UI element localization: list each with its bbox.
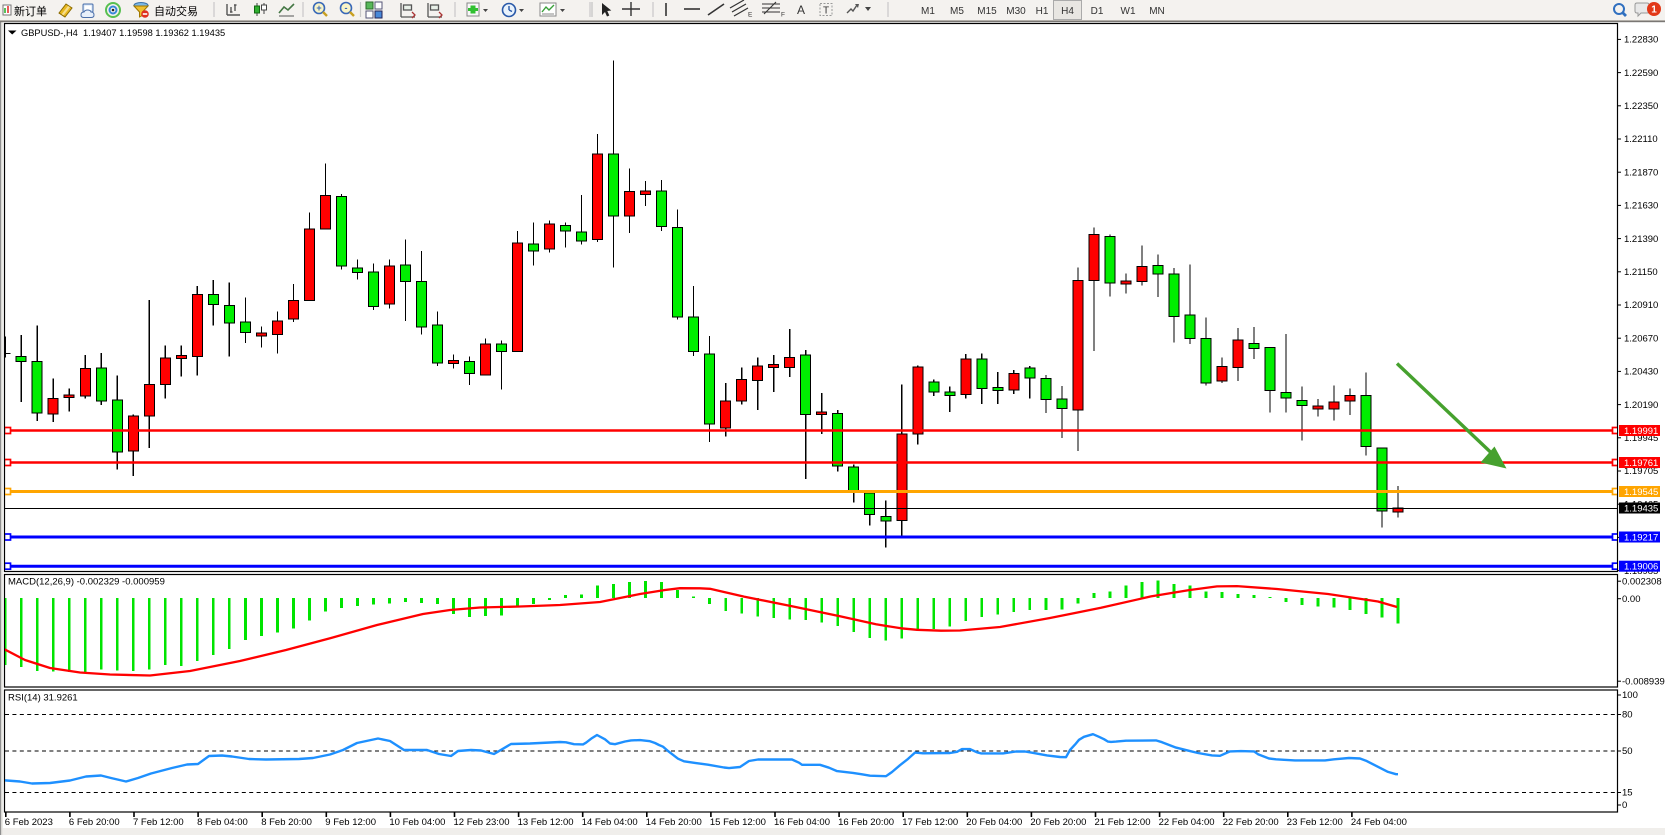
svg-text:1.19945: 1.19945 <box>1624 433 1658 444</box>
svg-text:MN: MN <box>1149 6 1165 17</box>
svg-text:RSI(14) 31.9261: RSI(14) 31.9261 <box>8 693 78 704</box>
svg-text:20 Feb 20:00: 20 Feb 20:00 <box>1030 817 1086 828</box>
svg-text:1.19705: 1.19705 <box>1624 466 1658 477</box>
svg-text:-0.008939: -0.008939 <box>1622 676 1665 687</box>
svg-text:16 Feb 20:00: 16 Feb 20:00 <box>838 817 894 828</box>
svg-text:12 Feb 23:00: 12 Feb 23:00 <box>454 817 510 828</box>
svg-text:0.002308: 0.002308 <box>1622 576 1662 587</box>
svg-text:8 Feb 04:00: 8 Feb 04:00 <box>197 817 248 828</box>
svg-text:1.22830: 1.22830 <box>1624 35 1658 46</box>
svg-text:1.20190: 1.20190 <box>1624 400 1658 411</box>
svg-text:6 Feb 20:00: 6 Feb 20:00 <box>69 817 120 828</box>
svg-text:1.19435: 1.19435 <box>1624 503 1658 514</box>
svg-text:7 Feb 12:00: 7 Feb 12:00 <box>133 817 184 828</box>
svg-text:1.19006: 1.19006 <box>1624 562 1658 573</box>
svg-text:M15: M15 <box>977 6 997 17</box>
svg-text:E: E <box>748 12 753 19</box>
svg-text:13 Feb 12:00: 13 Feb 12:00 <box>518 817 574 828</box>
svg-text:17 Feb 12:00: 17 Feb 12:00 <box>902 817 958 828</box>
svg-text:0: 0 <box>1622 800 1627 811</box>
svg-text:D1: D1 <box>1091 6 1104 17</box>
svg-text:1.20670: 1.20670 <box>1624 333 1658 344</box>
svg-text:-: - <box>345 3 348 13</box>
svg-text:A: A <box>797 3 805 17</box>
svg-text:1.21390: 1.21390 <box>1624 234 1658 245</box>
svg-text:22 Feb 04:00: 22 Feb 04:00 <box>1159 817 1215 828</box>
svg-text:1.21870: 1.21870 <box>1624 167 1658 178</box>
svg-text:T: T <box>823 6 829 17</box>
svg-text:24 Feb 04:00: 24 Feb 04:00 <box>1351 817 1407 828</box>
svg-text:MACD(12,26,9) -0.002329 -0.000: MACD(12,26,9) -0.002329 -0.000959 <box>8 577 165 588</box>
svg-text:1.19761: 1.19761 <box>1624 458 1658 469</box>
svg-text:50: 50 <box>1622 746 1633 757</box>
svg-text:100: 100 <box>1622 690 1638 701</box>
svg-text:H4: H4 <box>1061 6 1074 17</box>
svg-text:1.20430: 1.20430 <box>1624 367 1658 378</box>
svg-text:1: 1 <box>1651 5 1657 16</box>
svg-text:80: 80 <box>1622 710 1633 721</box>
svg-text:1.19991: 1.19991 <box>1624 426 1658 437</box>
svg-text:1.22110: 1.22110 <box>1624 134 1658 145</box>
svg-text:0.00: 0.00 <box>1622 594 1641 605</box>
svg-text:GBPUSD-,H4 1.19407 1.19598 1.: GBPUSD-,H4 1.19407 1.19598 1.19362 1.194… <box>21 28 225 38</box>
svg-text:21 Feb 12:00: 21 Feb 12:00 <box>1095 817 1151 828</box>
svg-text:9 Feb 12:00: 9 Feb 12:00 <box>325 817 376 828</box>
svg-text:1.19545: 1.19545 <box>1624 487 1658 498</box>
svg-text:15 Feb 12:00: 15 Feb 12:00 <box>710 817 766 828</box>
svg-text:23 Feb 12:00: 23 Feb 12:00 <box>1287 817 1343 828</box>
svg-text:1.21150: 1.21150 <box>1624 267 1658 278</box>
svg-text:10 Feb 04:00: 10 Feb 04:00 <box>389 817 445 828</box>
svg-text:1.22590: 1.22590 <box>1624 68 1658 79</box>
svg-text:1.21630: 1.21630 <box>1624 201 1658 212</box>
svg-text:F: F <box>781 12 785 19</box>
svg-text:6 Feb 2023: 6 Feb 2023 <box>5 817 53 828</box>
svg-text:22 Feb 20:00: 22 Feb 20:00 <box>1223 817 1279 828</box>
svg-text:H1: H1 <box>1036 6 1049 17</box>
svg-text:1.22350: 1.22350 <box>1624 101 1658 112</box>
svg-text:M1: M1 <box>921 6 935 17</box>
svg-text:+: + <box>316 3 321 13</box>
svg-text:W1: W1 <box>1121 6 1136 17</box>
svg-text:8 Feb 20:00: 8 Feb 20:00 <box>261 817 312 828</box>
svg-text:14 Feb 04:00: 14 Feb 04:00 <box>582 817 638 828</box>
svg-text:1.19217: 1.19217 <box>1624 532 1658 543</box>
svg-text:1.20910: 1.20910 <box>1624 300 1658 311</box>
svg-text:M5: M5 <box>950 6 964 17</box>
svg-text:16 Feb 04:00: 16 Feb 04:00 <box>774 817 830 828</box>
svg-text:15: 15 <box>1622 788 1633 799</box>
svg-text:M30: M30 <box>1006 6 1026 17</box>
svg-text:14 Feb 20:00: 14 Feb 20:00 <box>646 817 702 828</box>
svg-text:20 Feb 04:00: 20 Feb 04:00 <box>966 817 1022 828</box>
